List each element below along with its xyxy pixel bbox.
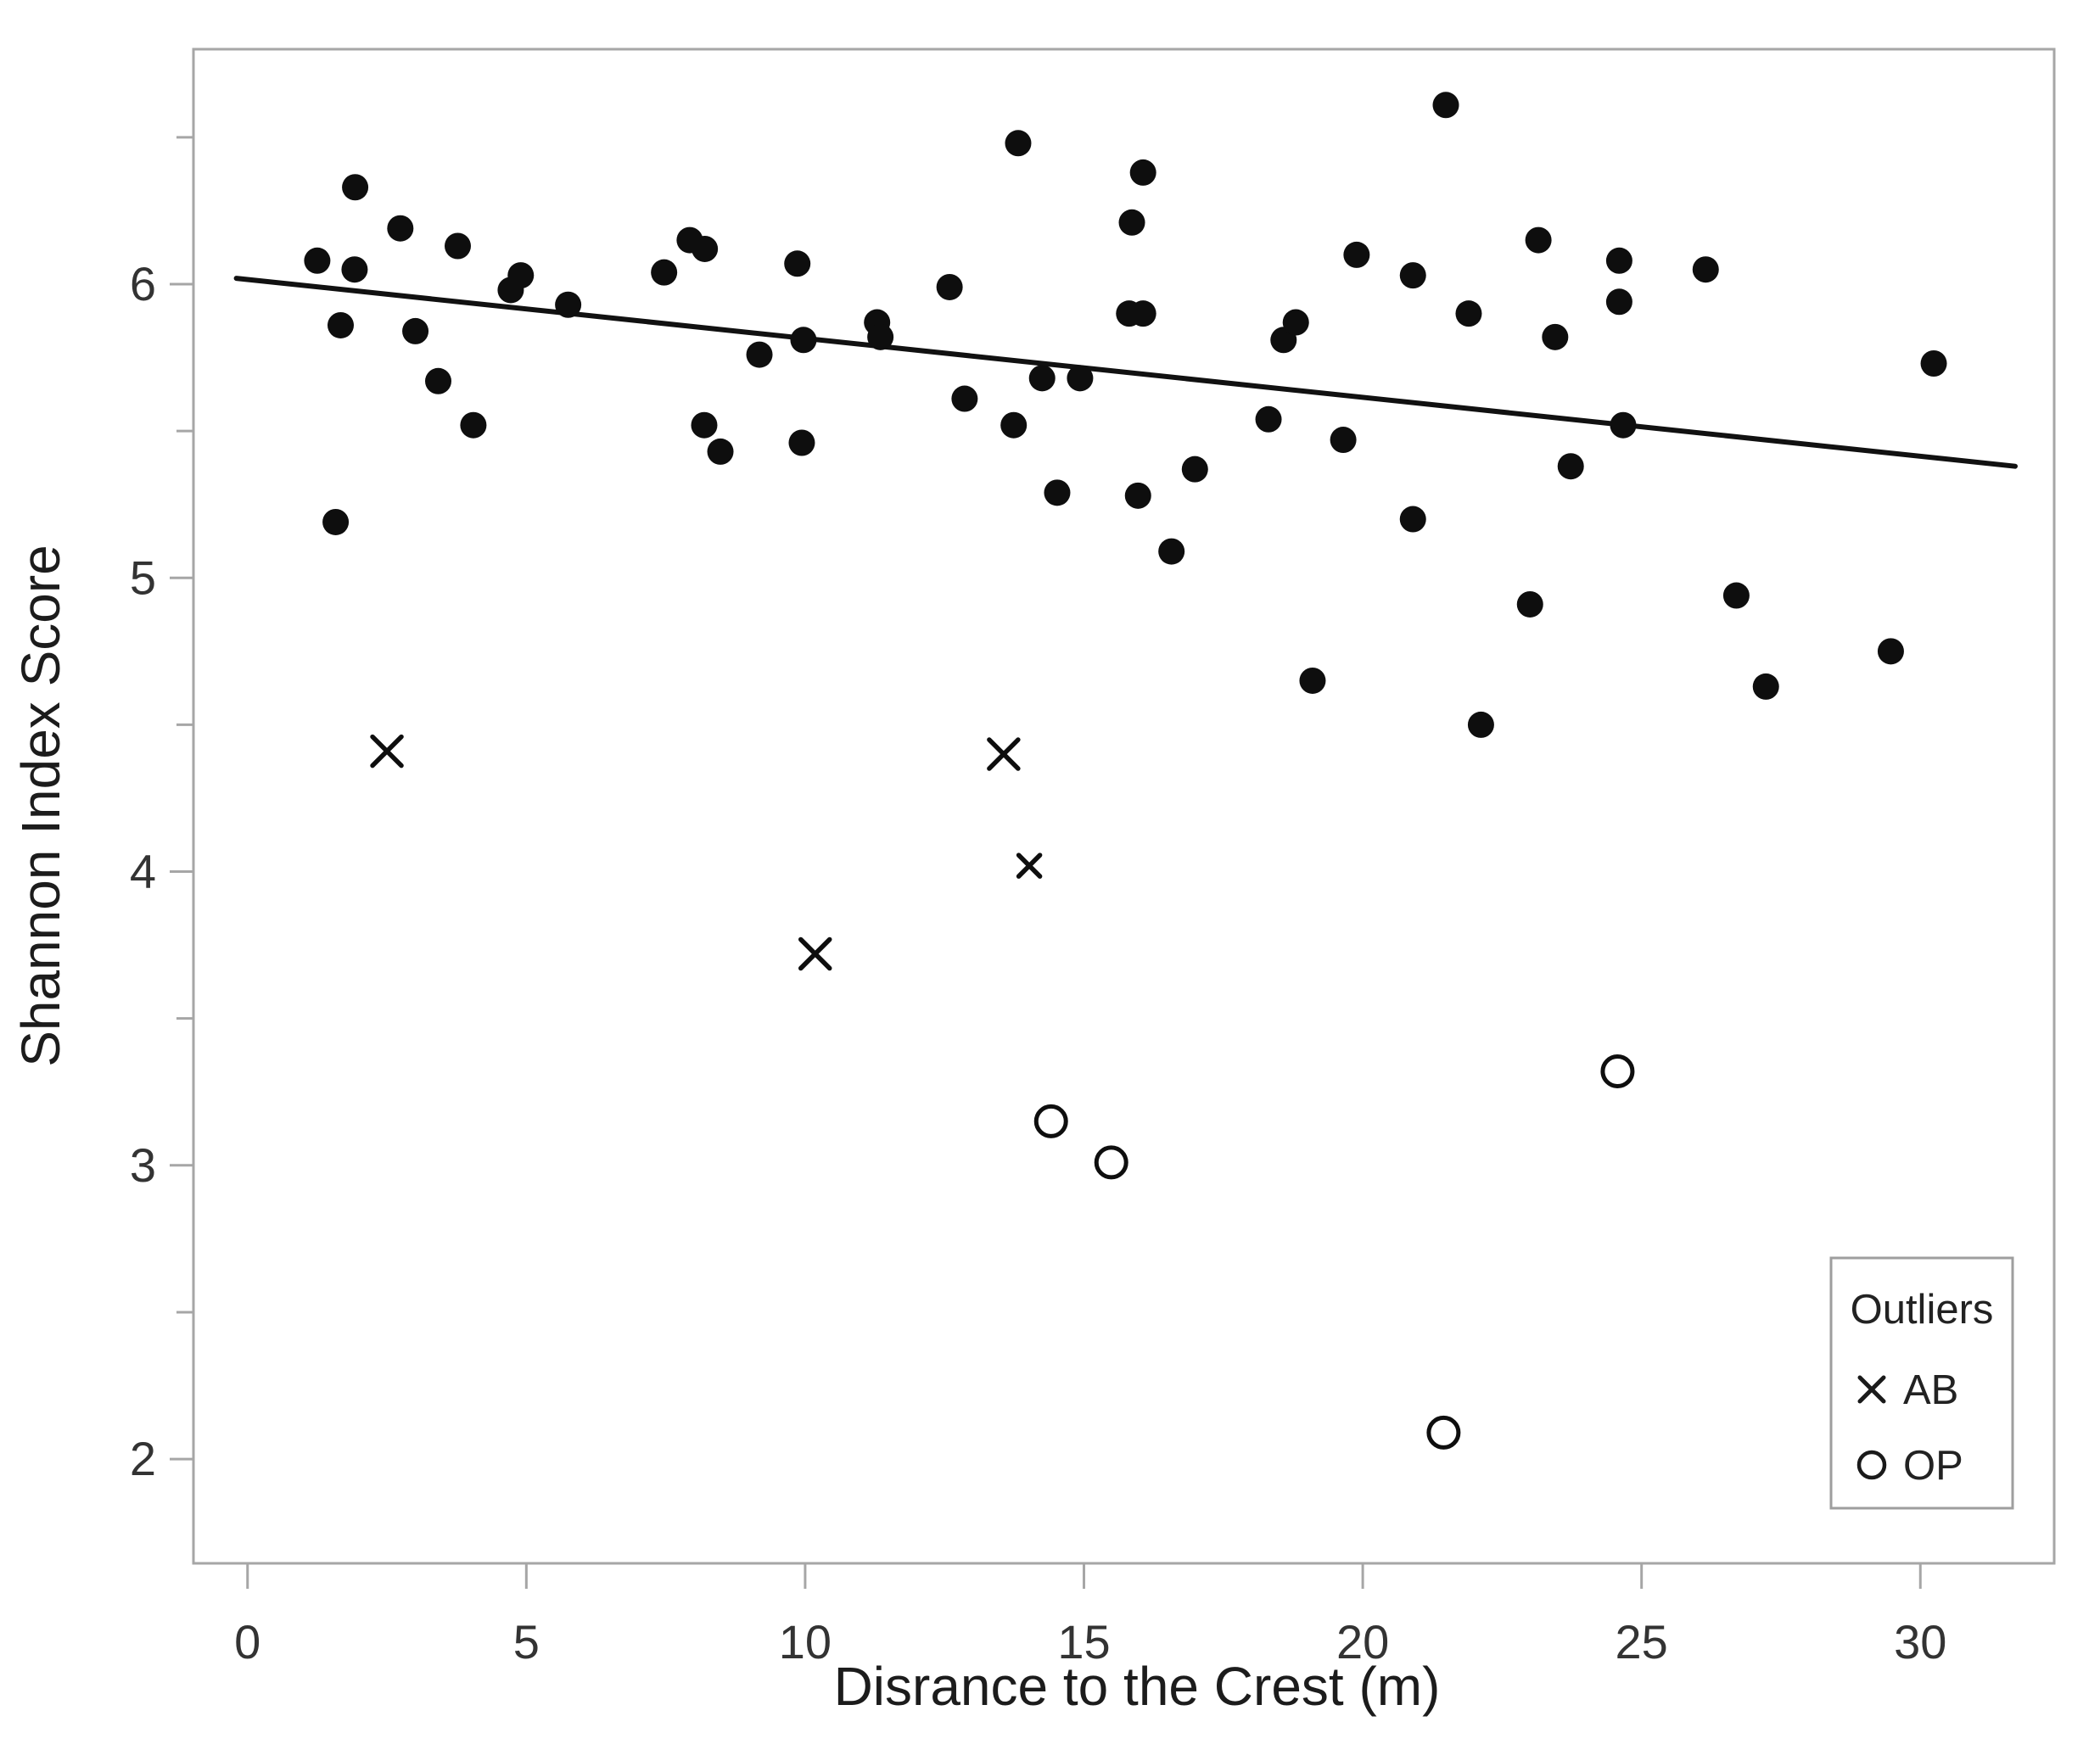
x-axis-title: Disrance to the Crest (m) (834, 1656, 1441, 1717)
data-point-ab (1016, 852, 1043, 879)
data-point-main (784, 250, 811, 277)
data-point-main (1181, 456, 1208, 483)
data-point-main (342, 174, 369, 201)
data-point-main (555, 291, 582, 318)
y-tick-label: 4 (130, 845, 156, 898)
data-point-main (1399, 262, 1426, 289)
data-point-main (1752, 673, 1779, 700)
legend-title: Outliers (1851, 1287, 1994, 1333)
data-point-main (327, 311, 354, 338)
data-point-main (1299, 667, 1326, 694)
data-point-main (1605, 247, 1632, 274)
data-point-main (322, 508, 350, 535)
data-point-main (1467, 711, 1494, 738)
data-point-op (1094, 1145, 1128, 1180)
data-point-main (746, 341, 773, 368)
data-point-main (1920, 350, 1947, 377)
data-point-main (460, 411, 487, 439)
data-point-main (951, 385, 978, 412)
data-point-main (1399, 506, 1426, 533)
x-mark-icon (1857, 1375, 1886, 1404)
data-point-main (707, 438, 734, 465)
data-point-op (1033, 1104, 1068, 1138)
data-point-main (1124, 482, 1151, 509)
data-point-main (1330, 427, 1357, 454)
legend-label-ab: AB (1903, 1367, 1958, 1413)
data-point-ab (370, 734, 404, 769)
open-circle-icon (1856, 1450, 1887, 1480)
data-point-main (1605, 288, 1632, 316)
data-point-op (1600, 1054, 1635, 1089)
data-point-main (788, 429, 815, 456)
y-tick-label: 6 (130, 257, 156, 310)
data-point-main (402, 317, 429, 344)
x-tick-label: 20 (1336, 1615, 1389, 1669)
data-point-main (1044, 479, 1071, 506)
data-point-main (425, 367, 452, 394)
data-points (304, 92, 1947, 1450)
data-point-main (1118, 209, 1145, 236)
data-point-main (651, 259, 678, 286)
data-point-main (445, 232, 472, 260)
data-point-main (1542, 323, 1569, 350)
data-point-main (691, 411, 718, 439)
legend-box (1829, 1256, 2014, 1510)
legend-item-ab: AB (1857, 1367, 1958, 1413)
data-point-main (1516, 590, 1543, 618)
data-point-main (1525, 226, 1552, 254)
data-point-main (341, 256, 368, 283)
data-point-op (1426, 1415, 1461, 1450)
legend-label-op: OP (1903, 1443, 1963, 1489)
y-tick-label: 5 (130, 551, 156, 604)
regression-line (233, 276, 2018, 469)
data-point-main (507, 262, 535, 289)
data-point-main (1005, 130, 1032, 157)
data-point-main (387, 215, 414, 242)
data-point-main (1282, 309, 1309, 336)
plot-area (192, 48, 2056, 1565)
data-point-main (1722, 582, 1750, 609)
y-axis-title: Shannon Index Score (10, 545, 71, 1067)
data-point-ab (987, 737, 1021, 771)
x-axis-ticks: 0 5 10 15 20 25 30 (234, 1563, 1946, 1669)
data-point-main (1455, 300, 1482, 327)
data-point-main (1129, 159, 1156, 186)
x-tick-label: 30 (1894, 1615, 1946, 1669)
x-tick-label: 10 (779, 1615, 832, 1669)
data-point-main (1255, 405, 1282, 433)
x-tick-label: 15 (1057, 1615, 1110, 1669)
data-point-main (1343, 241, 1370, 268)
x-tick-label: 25 (1616, 1615, 1668, 1669)
data-point-main (1067, 365, 1094, 392)
legend: Outliers AB OP (1829, 1256, 2014, 1510)
data-point-main (1557, 453, 1584, 480)
data-point-main (936, 273, 963, 300)
x-tick-label: 5 (513, 1615, 540, 1669)
data-point-main (1129, 300, 1156, 327)
data-point-main (1692, 256, 1719, 283)
data-point-main (1432, 92, 1459, 119)
data-point-main (1028, 365, 1056, 392)
data-point-main (1000, 411, 1028, 439)
y-axis-ticks: 2 3 4 5 6 (130, 136, 193, 1485)
y-tick-label: 2 (130, 1432, 156, 1485)
data-point-main (304, 247, 331, 274)
x-tick-label: 0 (234, 1615, 260, 1669)
data-point-main (790, 327, 817, 354)
data-point-main (867, 323, 894, 350)
data-point-main (1158, 538, 1185, 565)
data-point-main (1877, 638, 1904, 665)
data-point-main (692, 235, 719, 262)
legend-item-op: OP (1856, 1443, 1963, 1489)
data-point-main (1610, 411, 1637, 439)
data-point-ab (798, 936, 832, 971)
y-tick-label: 3 (130, 1138, 156, 1192)
